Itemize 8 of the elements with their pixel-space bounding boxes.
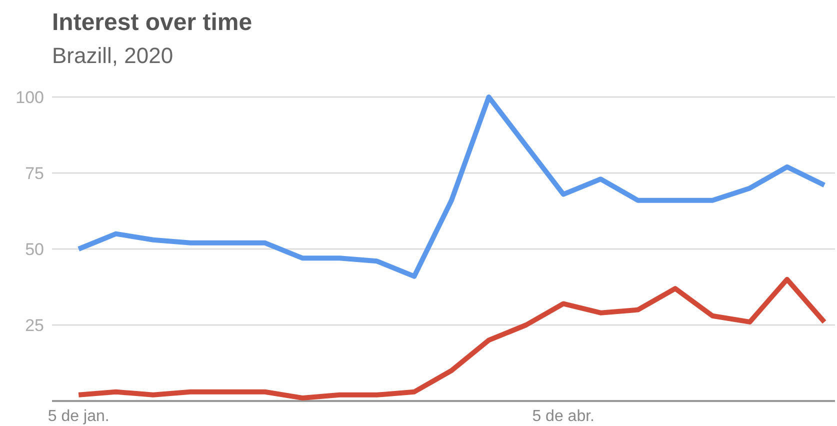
- chart-subtitle: Brazill, 2020: [52, 43, 174, 68]
- y-tick-label: 50: [25, 240, 44, 259]
- x-tick-label: 5 de abr.: [532, 408, 594, 425]
- x-tick-label: 5 de jan.: [48, 408, 110, 425]
- y-tick-label: 25: [25, 316, 44, 335]
- chart-title: Interest over time: [52, 9, 252, 36]
- y-tick-label: 75: [25, 164, 44, 183]
- y-tick-label: 100: [16, 88, 44, 107]
